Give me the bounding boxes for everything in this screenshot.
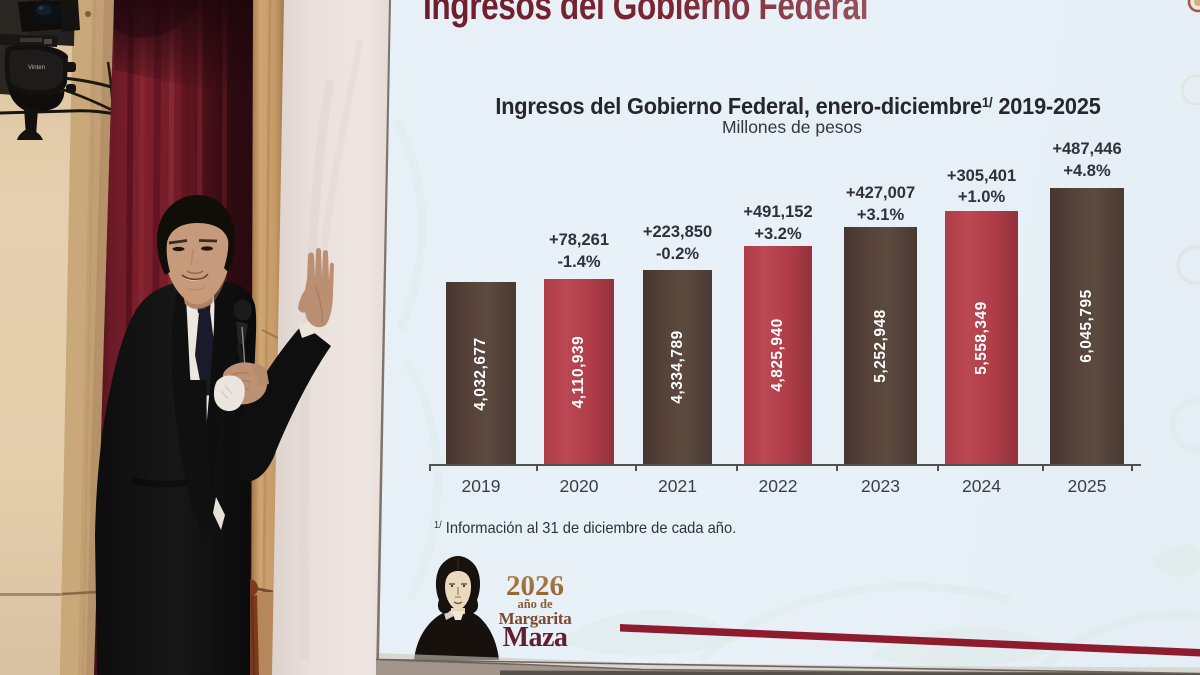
svg-text:Vinten: Vinten (28, 65, 45, 71)
